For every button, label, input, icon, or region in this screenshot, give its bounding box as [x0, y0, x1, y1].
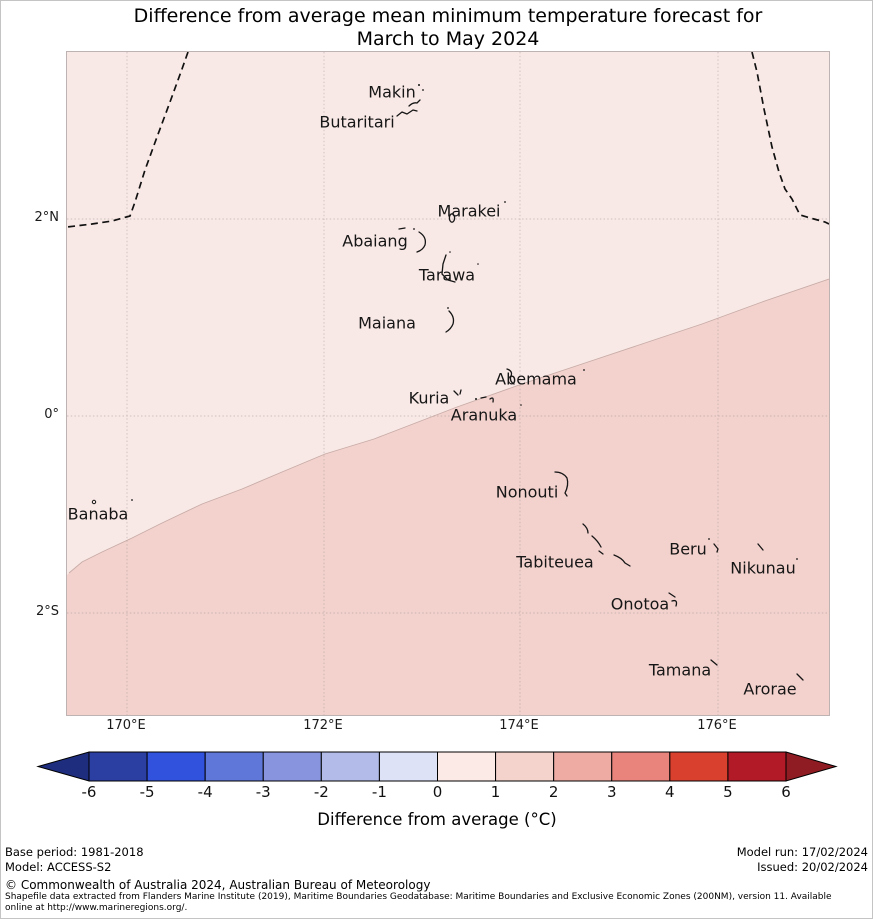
- eez-boundary-west: [67, 52, 189, 228]
- colorbar-tick-label: -2: [313, 783, 329, 801]
- colorbar-cells: [88, 751, 787, 782]
- island-shape-aranuka: [480, 396, 494, 403]
- colorbar-cell: [553, 751, 613, 782]
- x-tick-label: 176°E: [697, 718, 737, 733]
- colorbar-tick-label: 5: [723, 783, 733, 801]
- colorbar-tick-label: 6: [781, 783, 791, 801]
- island-shape-beru: [713, 543, 719, 553]
- x-tick-label: 174°E: [499, 718, 539, 733]
- eez-boundary-east: [751, 52, 829, 225]
- y-tick-label: 2°S: [35, 604, 59, 619]
- island-shape-tamana: [710, 659, 718, 666]
- colorbar-tick-label: 1: [490, 783, 501, 801]
- colorbar-tick-label: -1: [371, 783, 387, 801]
- model-run-text: Model run: 17/02/2024: [736, 845, 868, 859]
- colorbar-cell: [204, 751, 264, 782]
- island-label-makin: Makin: [368, 82, 416, 102]
- island-label-nikunau: Nikunau: [730, 558, 796, 578]
- colorbar-tick-label: 4: [665, 783, 675, 801]
- islet-dots: [131, 84, 798, 560]
- x-tick-label: 172°E: [303, 718, 343, 733]
- colorbar-cell: [495, 751, 555, 782]
- colorbar-tick-label: -3: [255, 783, 271, 801]
- island-shapes: [91, 99, 804, 681]
- colorbar-tick-label: 2: [548, 783, 559, 801]
- run-metadata-left: Base period: 1981-2018 Model: ACCESS-S2: [5, 845, 144, 874]
- gridlines: [67, 52, 829, 715]
- colorbar: [36, 751, 838, 782]
- island-shape-tarawa: [441, 254, 456, 283]
- island-shape-onotoa: [668, 592, 678, 607]
- island-shape-abaiang: [398, 227, 427, 253]
- island-shape-maiana: [445, 310, 455, 333]
- base-period-text: Base period: 1981-2018: [5, 845, 144, 859]
- island-label-tabiteuea: Tabiteuea: [516, 552, 594, 572]
- island-label-abemama: Abemama: [495, 369, 577, 389]
- island-shape-makin: [408, 99, 421, 107]
- colorbar-cell: [669, 751, 729, 782]
- colorbar-tick-label: 0: [432, 783, 443, 801]
- colorbar-cell: [146, 751, 206, 782]
- eez-boundary-lines: [67, 52, 829, 228]
- colorbar-tick-label: 3: [606, 783, 617, 801]
- colorbar-cell: [88, 751, 148, 782]
- map-graphics: [67, 52, 829, 715]
- copyright-text: © Commonwealth of Australia 2024, Austra…: [5, 878, 431, 892]
- colorbar-arrow-right: [785, 751, 838, 782]
- map-canvas: Makin Butaritari Marakei Abaiang Tarawa Maian…: [66, 51, 830, 716]
- island-shape-arorae: [796, 673, 804, 681]
- island-label-aranuka: Aranuka: [450, 405, 518, 425]
- island-shape-nonouti: [554, 471, 569, 497]
- colorbar-cell: [611, 751, 671, 782]
- page-title: Difference from average mean minimum tem…: [67, 5, 829, 51]
- island-shape-nikunau: [757, 543, 764, 551]
- region-high-anomaly: [67, 279, 829, 715]
- colorbar-label: Difference from average (°C): [317, 810, 557, 829]
- colorbar-tick-label: -6: [81, 783, 97, 801]
- colorbar-arrow-left: [36, 751, 90, 782]
- island-shape-banaba: [91, 499, 97, 505]
- island-label-maiana: Maiana: [358, 313, 416, 333]
- island-shape-marakei: [448, 213, 456, 223]
- island-label-nonouti: Nonouti: [495, 482, 559, 502]
- colorbar-tick-label: -5: [139, 783, 155, 801]
- model-text: Model: ACCESS-S2: [5, 859, 112, 874]
- colorbar-cell: [378, 751, 439, 782]
- island-label-onotoa: Onotoa: [610, 594, 670, 614]
- island-label-kuria: Kuria: [408, 388, 450, 408]
- run-metadata-right: Model run: 17/02/2024 Issued: 20/02/2024: [737, 845, 868, 874]
- island-shape-tabiteuea: [582, 523, 631, 567]
- island-shape-kuria: [453, 389, 462, 396]
- colorbar-cell: [727, 751, 787, 782]
- page-title-line2: March to May 2024: [356, 28, 540, 50]
- island-label-banaba: Banaba: [67, 504, 129, 524]
- x-tick-label: 170°E: [106, 718, 146, 733]
- island-label-butaritari: Butaritari: [319, 112, 395, 132]
- island-label-beru: Beru: [669, 539, 707, 559]
- page-title-line1: Difference from average mean minimum tem…: [133, 5, 763, 27]
- shapefile-attribution-text: Shapefile data extracted from Flanders M…: [5, 892, 832, 913]
- island-shape-abemama: [506, 368, 515, 385]
- colorbar-cell: [320, 751, 380, 782]
- island-label-marakei: Marakei: [437, 201, 501, 221]
- island-label-arorae: Arorae: [743, 679, 797, 699]
- anomaly-boundary-line: [68, 278, 829, 574]
- island-label-tarawa: Tarawa: [418, 265, 476, 285]
- issued-text: Issued: 20/02/2024: [757, 859, 868, 874]
- colorbar-cell: [262, 751, 322, 782]
- y-tick-label: 0°: [44, 407, 59, 422]
- island-label-tamana: Tamana: [648, 660, 712, 680]
- island-shape-butaritari: [396, 109, 418, 117]
- colorbar-tick-label: -4: [197, 783, 213, 801]
- island-label-abaiang: Abaiang: [342, 231, 408, 251]
- colorbar-cell: [437, 751, 497, 782]
- y-tick-label: 2°N: [34, 210, 60, 225]
